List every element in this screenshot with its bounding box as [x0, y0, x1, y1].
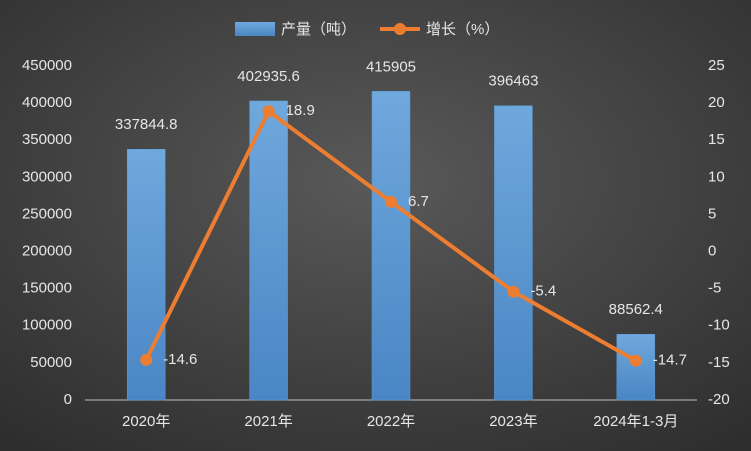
- line-value-label: 18.9: [286, 102, 315, 119]
- line-value-label: -14.6: [163, 351, 197, 368]
- bar-value-label: 88562.4: [609, 301, 663, 318]
- y2-tick-label: 20: [708, 94, 725, 111]
- y-tick-label: 200000: [22, 243, 72, 260]
- y2-tick-label: 25: [708, 57, 725, 74]
- bar: [371, 91, 411, 401]
- bar: [616, 334, 656, 401]
- bar: [249, 100, 288, 401]
- legend-swatch: [235, 22, 275, 36]
- x-tick-label: 2020年: [122, 413, 170, 430]
- bar: [494, 105, 533, 401]
- line-point: [140, 353, 153, 366]
- bar-value-label: 396463: [488, 73, 538, 90]
- line-point: [507, 285, 520, 298]
- y2-tick-label: 0: [708, 243, 716, 260]
- y2-tick-label: -5: [708, 280, 721, 297]
- line-point: [385, 195, 397, 208]
- x-tick-label: 2021年: [244, 413, 292, 430]
- y-tick-label: 350000: [22, 131, 72, 148]
- x-tick-label: 2023年: [489, 413, 537, 430]
- y2-tick-label: 15: [708, 131, 725, 148]
- y2-tick-label: -20: [708, 391, 730, 408]
- x-tick-label: 2024年1-3月: [593, 413, 678, 430]
- y-tick-label: 400000: [22, 94, 72, 111]
- y2-tick-label: -10: [708, 317, 730, 334]
- y-tick-label: 250000: [22, 205, 72, 222]
- y-tick-label: 450000: [22, 57, 72, 74]
- y-tick-label: 0: [64, 391, 72, 408]
- legend-label: 产量（吨）: [281, 21, 356, 38]
- line-point: [629, 354, 642, 367]
- line-point: [262, 105, 275, 118]
- legend-label: 增长（%）: [426, 21, 499, 38]
- x-tick-label: 2022年: [367, 413, 415, 430]
- bar-value-label: 415905: [366, 58, 416, 75]
- line-value-label: -14.7: [653, 352, 687, 369]
- y2-tick-label: 10: [708, 168, 725, 185]
- y2-tick-label: 5: [708, 205, 716, 222]
- y-tick-label: 300000: [22, 168, 72, 185]
- line-value-label: 6.7: [408, 193, 429, 210]
- y-tick-label: 50000: [30, 354, 72, 371]
- legend-swatch: [394, 23, 406, 35]
- bar-value-label: 402935.6: [237, 68, 300, 85]
- line-value-label: -5.4: [530, 283, 556, 300]
- y2-tick-label: -15: [708, 354, 730, 371]
- y-tick-label: 150000: [22, 280, 72, 297]
- bar-value-label: 337844.8: [115, 116, 178, 133]
- y-tick-label: 100000: [22, 317, 72, 334]
